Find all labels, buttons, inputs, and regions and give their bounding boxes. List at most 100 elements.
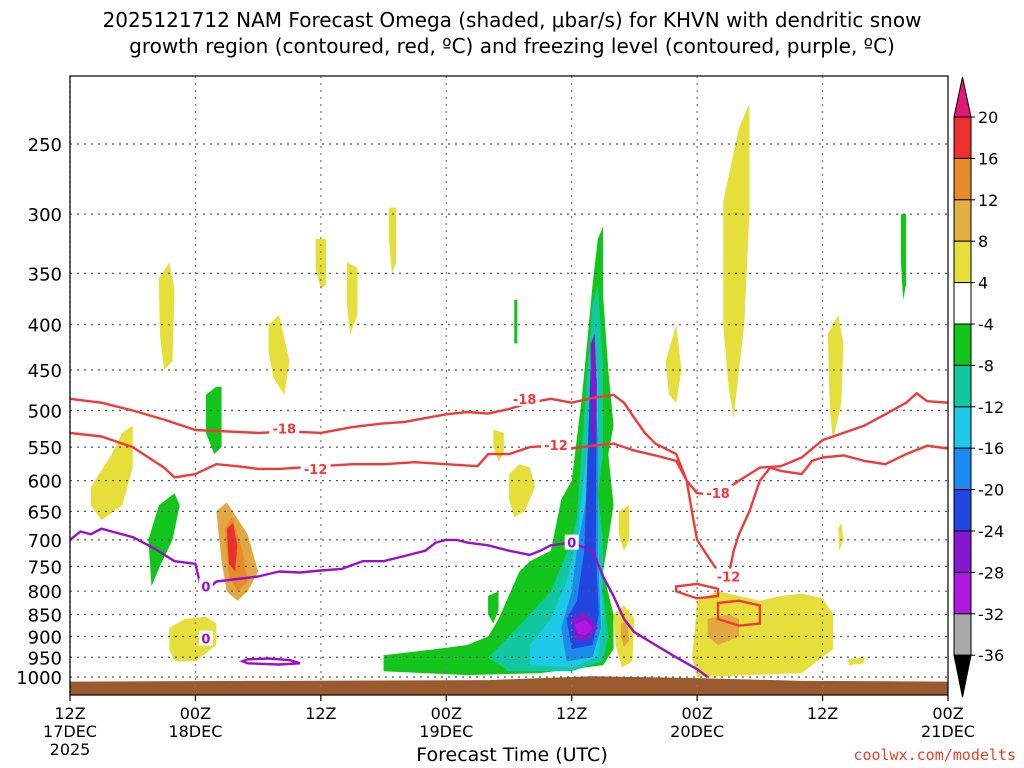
y-tick-label-600: 600 <box>28 472 62 493</box>
colorbar-segment <box>953 530 972 573</box>
omega-region-yellow <box>723 103 750 419</box>
omega-region-yellow <box>691 591 834 677</box>
colorbar-segment <box>953 199 972 242</box>
omega-region-green <box>514 299 518 344</box>
y-tick-label-900: 900 <box>28 627 62 648</box>
omega-region-yellow <box>618 505 630 551</box>
x-tick-label: 12Z <box>556 704 587 723</box>
contour-label-bg <box>541 437 572 453</box>
y-tick-label-250: 250 <box>28 135 62 156</box>
contour-label-bg <box>269 420 300 436</box>
y-tick-label-350: 350 <box>28 264 62 285</box>
y-tick-label-800: 800 <box>28 582 62 603</box>
contour-label: 0 <box>201 633 210 648</box>
omega-region-red <box>226 523 238 572</box>
closed-contour-red <box>716 599 762 627</box>
x-tick-label: 12Z <box>807 704 838 723</box>
contour-label-bg <box>564 534 579 550</box>
colorbar-segment <box>953 282 972 325</box>
colorbar-label: -20 <box>978 481 1004 500</box>
omega-region-yellow <box>827 314 844 441</box>
colorbar-top-arrow <box>953 76 972 118</box>
y-tick-label-1000: 1000 <box>16 668 62 689</box>
omega-region-yellow <box>388 207 397 274</box>
x-tick-date: 20DEC <box>670 722 724 741</box>
colorbar-segment <box>953 613 972 656</box>
colorbar-segment <box>953 571 972 615</box>
contour-label-bg <box>198 578 213 594</box>
x-tick-label: 00Z <box>932 704 963 723</box>
y-tick-label-300: 300 <box>28 205 62 226</box>
colorbar-segment <box>953 116 972 159</box>
contour--12c-isotherm <box>69 431 949 578</box>
colorbar-label: 20 <box>978 108 998 127</box>
omega-region-green <box>383 226 614 676</box>
colorbar-label: -12 <box>978 398 1004 417</box>
y-tick-label-700: 700 <box>28 531 62 552</box>
y-tick-label-750: 750 <box>28 557 62 578</box>
colorbar-label: -4 <box>978 315 994 334</box>
contour-0c-freezing-level <box>69 527 709 678</box>
closed-contour-purple <box>239 657 301 666</box>
x-tick-label: 00Z <box>681 704 712 723</box>
x-tick-date: 21DEC <box>921 722 975 741</box>
colorbar-segment <box>953 406 972 449</box>
omega-region-brown <box>70 676 948 695</box>
omega-region-violet <box>590 334 597 455</box>
contour-label: -12 <box>544 439 568 454</box>
x-tick-label: 00Z <box>180 704 211 723</box>
colorbar-segment <box>953 157 972 201</box>
contour-label-bg <box>509 390 540 406</box>
omega-region-green <box>900 214 907 300</box>
x-tick-date: 17DEC <box>43 722 97 741</box>
contour-label: -18 <box>513 393 537 408</box>
omega-region-green <box>205 386 222 455</box>
colorbar-label: -28 <box>978 563 1004 582</box>
colorbar-segment <box>953 447 972 491</box>
x-tick-label: 12Z <box>54 704 85 723</box>
contour-label-bg <box>703 485 734 501</box>
y-tick-label-400: 400 <box>28 316 62 337</box>
y-tick-label-500: 500 <box>28 402 62 423</box>
colorbar-label: 16 <box>978 149 998 168</box>
x-tick-date: 18DEC <box>168 722 222 741</box>
contour-label: -12 <box>304 463 328 478</box>
omega-region-yellow <box>90 425 133 521</box>
colorbar-segment <box>953 240 972 284</box>
chart-title-line1: 2025121712 NAM Forecast Omega (shaded, μ… <box>102 8 922 32</box>
y-tick-label-550: 550 <box>28 438 62 459</box>
colorbar-label: -16 <box>978 439 1004 458</box>
omega-region-yellow <box>169 616 217 662</box>
y-tick-label-950: 950 <box>28 648 62 669</box>
site-credit: coolwx.com/modelts <box>853 746 1016 764</box>
y-tick-label-850: 850 <box>28 606 62 627</box>
contour-label: -18 <box>273 423 297 438</box>
x-tick-year: 2025 <box>50 740 91 759</box>
colorbar-segment <box>953 489 972 532</box>
x-tick-label: 00Z <box>431 704 462 723</box>
colorbar-segment <box>953 364 972 408</box>
colorbar-bottom-arrow <box>953 654 972 698</box>
omega-region-yellow <box>509 464 536 518</box>
omega-region-yellow <box>838 523 844 551</box>
omega-region-yellow <box>848 657 865 666</box>
colorbar-label: 8 <box>978 232 988 251</box>
contour-label-bg <box>300 460 331 476</box>
contour-label: -18 <box>706 487 730 502</box>
omega-region-green <box>488 591 499 624</box>
closed-contour-red <box>675 582 720 600</box>
omega-region-green <box>148 493 180 587</box>
contour-label: 0 <box>567 537 576 552</box>
omega-region-yellow <box>665 324 682 403</box>
contour-label: 0 <box>201 580 210 595</box>
omega-region-orange <box>620 621 630 648</box>
colorbar-label: -8 <box>978 356 994 375</box>
y-tick-label-450: 450 <box>28 361 62 382</box>
x-tick-date: 19DEC <box>419 722 473 741</box>
colorbar-segment <box>953 323 972 366</box>
omega-region-purple <box>574 619 593 636</box>
colorbar-label: 4 <box>978 274 988 293</box>
omega-region-yellow <box>268 314 290 395</box>
omega-region-yellow <box>158 262 175 370</box>
